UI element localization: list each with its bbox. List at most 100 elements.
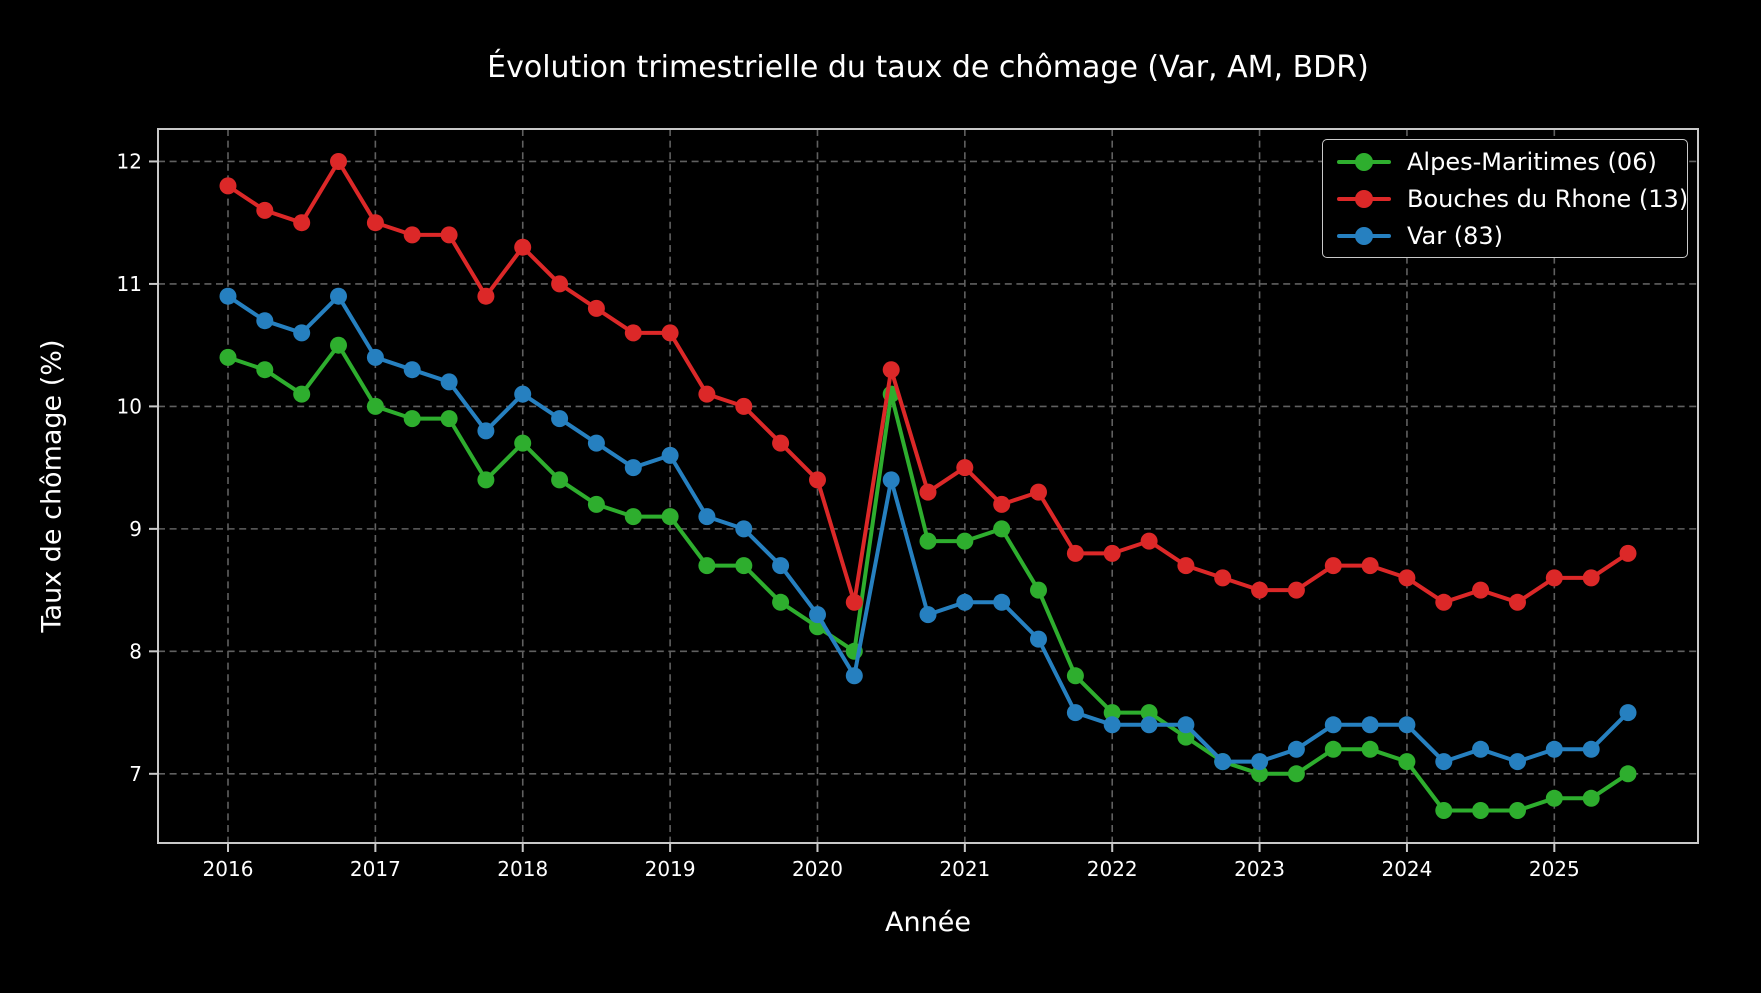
data-point <box>735 397 753 415</box>
data-point <box>1214 569 1232 587</box>
data-point <box>514 385 532 403</box>
data-point <box>219 348 237 366</box>
legend-item: Bouches du Rhone (13) <box>1337 180 1688 217</box>
x-tick-label: 2025 <box>1529 857 1580 881</box>
data-point <box>1361 557 1379 575</box>
data-point <box>1582 569 1600 587</box>
data-point <box>1472 581 1490 599</box>
data-point <box>1545 569 1563 587</box>
data-point <box>809 606 826 624</box>
data-point <box>1287 765 1305 783</box>
data-point <box>1103 716 1121 734</box>
data-point <box>1361 740 1379 758</box>
data-point <box>477 471 495 489</box>
x-tick-label: 2018 <box>497 857 548 881</box>
x-tick-label: 2024 <box>1381 857 1432 881</box>
data-point <box>993 593 1011 611</box>
y-tick-label: 9 <box>129 517 142 541</box>
data-point <box>956 459 974 477</box>
data-point <box>735 520 753 538</box>
data-point <box>256 361 274 379</box>
data-point <box>919 606 937 624</box>
legend-marker-icon <box>1337 189 1391 208</box>
data-point <box>256 201 274 219</box>
data-point <box>551 275 569 293</box>
data-point <box>1103 544 1121 562</box>
data-point <box>772 434 790 452</box>
data-point <box>809 471 826 489</box>
data-point <box>1066 544 1084 562</box>
data-point <box>1324 740 1342 758</box>
data-point <box>1545 740 1563 758</box>
legend-label: Bouches du Rhone (13) <box>1407 184 1689 213</box>
data-point <box>330 287 347 305</box>
legend-label: Alpes-Maritimes (06) <box>1407 147 1657 176</box>
data-point <box>1140 716 1158 734</box>
legend-item: Alpes-Maritimes (06) <box>1337 143 1673 180</box>
data-point <box>1324 716 1342 734</box>
data-point <box>366 348 384 366</box>
data-point <box>698 557 716 575</box>
data-point <box>403 361 421 379</box>
data-point <box>1509 753 1526 771</box>
y-tick-label: 11 <box>117 272 142 296</box>
x-tick-label: 2022 <box>1087 857 1138 881</box>
data-point <box>587 495 605 513</box>
data-point <box>1582 740 1600 758</box>
x-tick-label: 2019 <box>645 857 696 881</box>
data-point <box>845 593 863 611</box>
data-point <box>1324 557 1342 575</box>
data-point <box>1103 704 1121 722</box>
series-line <box>226 343 1630 813</box>
data-point <box>698 385 716 403</box>
data-point <box>919 483 937 501</box>
legend: Alpes-Maritimes (06) Bouches du Rhone (1… <box>1322 139 1688 258</box>
data-point <box>882 471 900 489</box>
data-point <box>1287 740 1305 758</box>
x-tick-label: 2021 <box>939 857 990 881</box>
data-point <box>1619 765 1637 783</box>
data-point <box>661 508 679 526</box>
data-point <box>1066 704 1084 722</box>
data-point <box>256 312 274 330</box>
legend-marker-icon <box>1337 226 1391 245</box>
data-point <box>1398 569 1416 587</box>
data-point <box>440 373 458 391</box>
data-point <box>1030 581 1047 599</box>
legend-item: Var (83) <box>1337 217 1673 254</box>
data-point <box>219 177 237 195</box>
data-point <box>919 532 937 550</box>
data-point <box>624 459 642 477</box>
data-point <box>366 397 384 415</box>
data-point <box>661 446 679 464</box>
y-tick-label: 8 <box>129 639 142 663</box>
data-point <box>845 667 863 685</box>
data-point <box>956 593 974 611</box>
data-point <box>440 226 458 244</box>
data-point <box>366 214 384 232</box>
legend-label: Var (83) <box>1407 221 1504 250</box>
data-point <box>1251 753 1269 771</box>
data-point <box>440 410 458 428</box>
data-point <box>514 238 532 256</box>
data-point <box>551 410 569 428</box>
legend-marker-icon <box>1337 152 1391 171</box>
data-point <box>772 557 790 575</box>
data-point <box>330 153 347 170</box>
data-point <box>403 226 421 244</box>
data-point <box>587 434 605 452</box>
data-point <box>1509 802 1526 819</box>
y-axis-label: Taux de chômage (%) <box>36 339 68 633</box>
data-point <box>330 336 347 354</box>
data-point <box>993 495 1011 513</box>
data-point <box>219 287 237 305</box>
data-point <box>587 299 605 317</box>
data-point <box>1472 802 1490 819</box>
data-point <box>1177 557 1195 575</box>
x-tick-label: 2020 <box>792 857 843 881</box>
y-tick-label: 12 <box>117 149 142 173</box>
data-point <box>993 520 1011 538</box>
x-axis-label: Année <box>885 907 971 938</box>
